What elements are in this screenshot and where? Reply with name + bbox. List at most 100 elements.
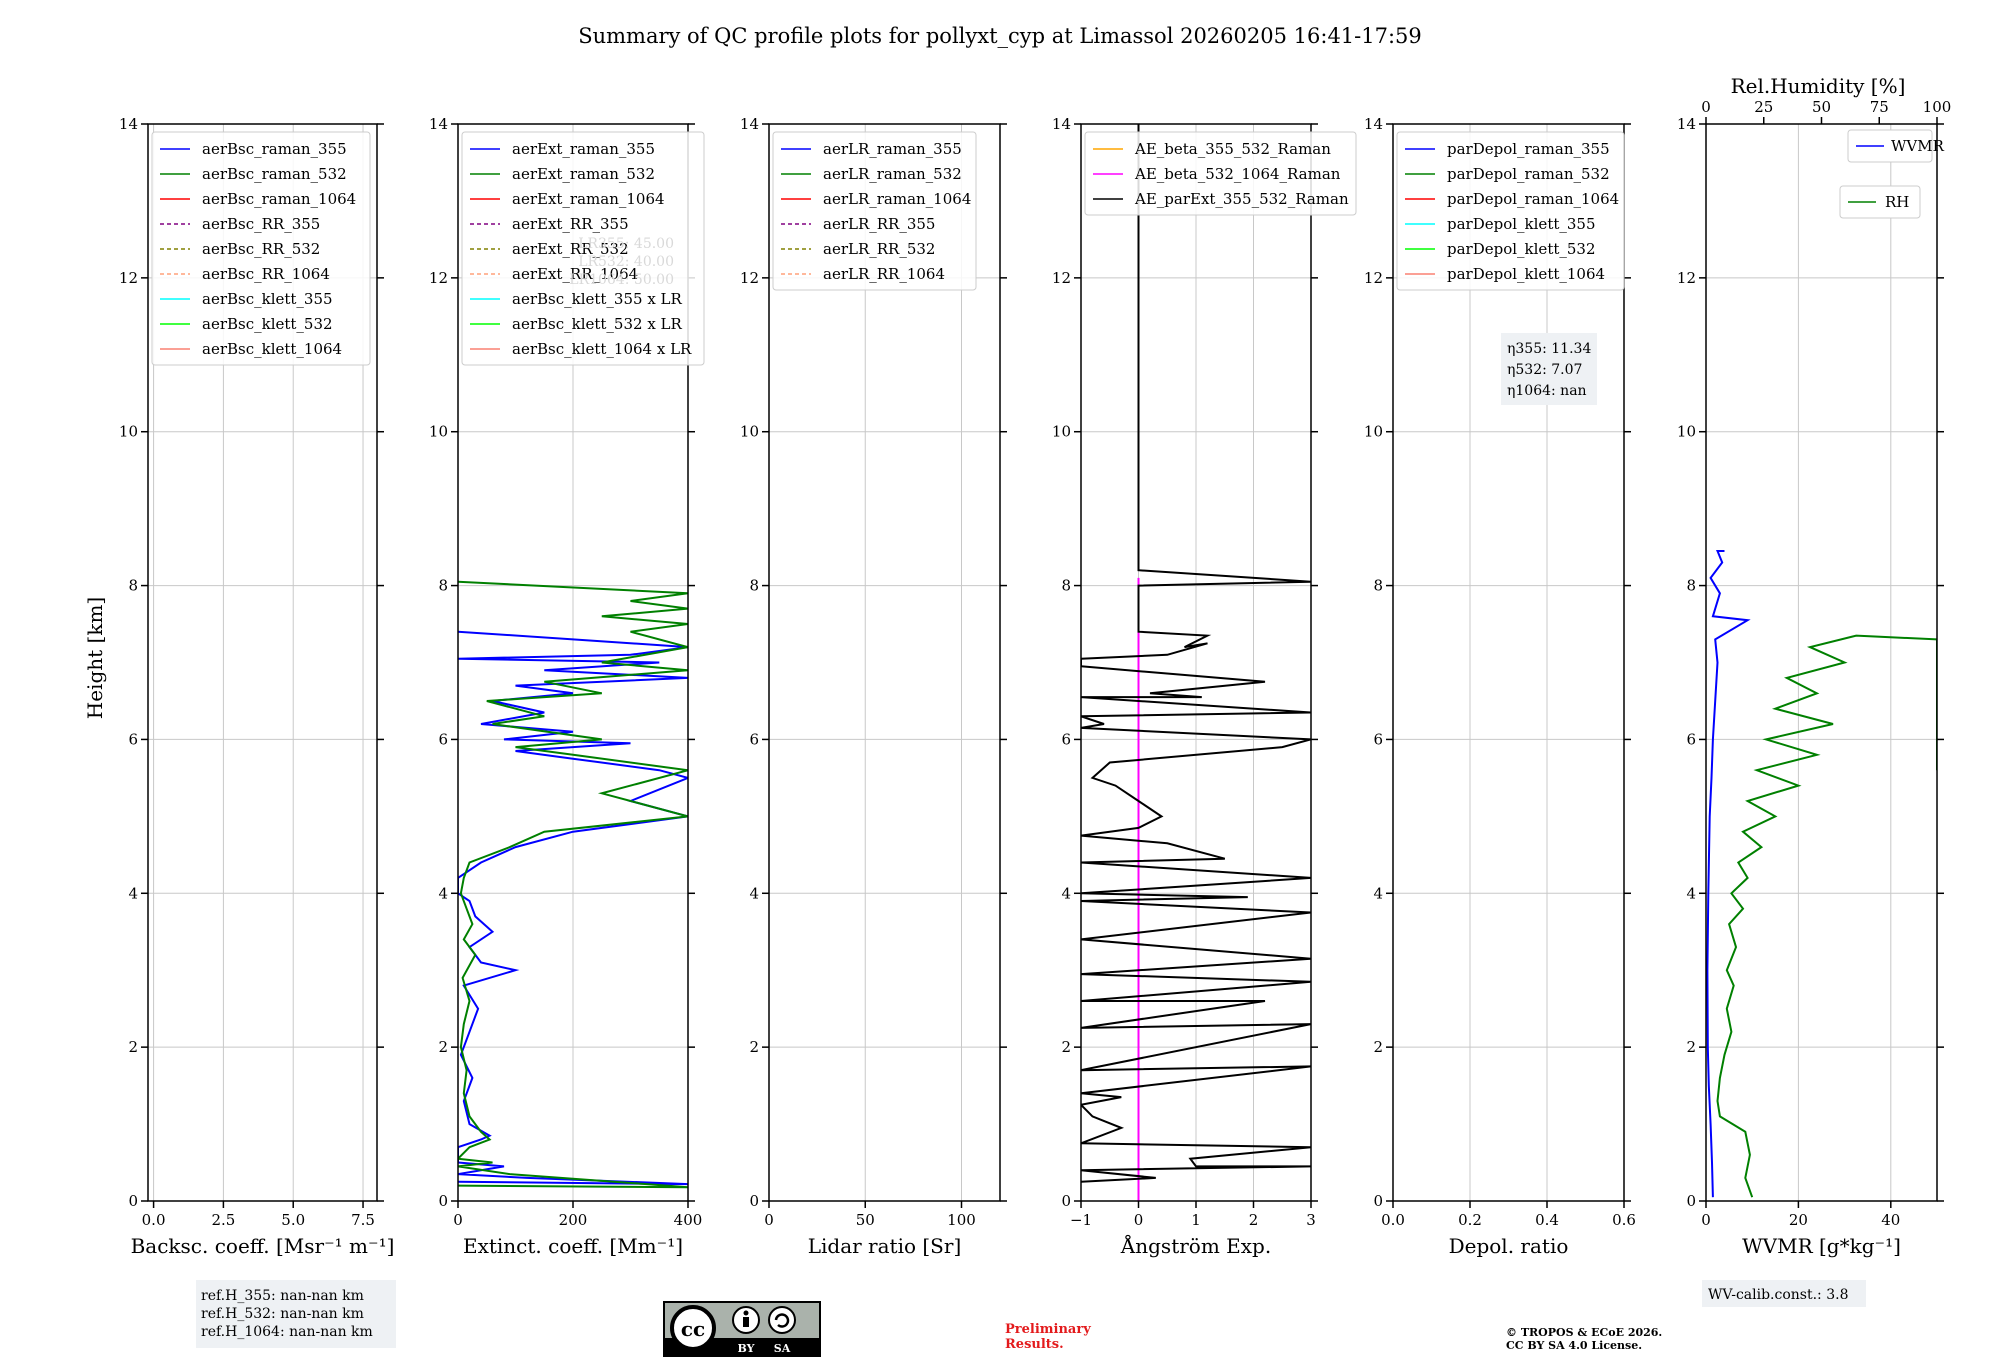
ytick-label-bsc-7: 14 xyxy=(119,115,138,133)
frame-lr xyxy=(768,123,1001,1202)
ytick-label-lr-4: 8 xyxy=(749,577,759,595)
ytick-label-bsc-3: 6 xyxy=(128,730,138,748)
eta-line-0: η355: 11.34 xyxy=(1507,341,1591,357)
ytick-label-bsc-6: 12 xyxy=(119,269,138,287)
legend-label-bsc-6: aerBsc_klett_355 xyxy=(202,290,333,308)
ytick-label-wv-5: 10 xyxy=(1677,423,1696,441)
legend-label-bsc-7: aerBsc_klett_532 xyxy=(202,315,333,333)
legend-box-rh xyxy=(1839,185,1921,219)
lr-annotation-0: LR355: 45.00 xyxy=(578,236,674,252)
ytick-label-wv-1: 2 xyxy=(1686,1038,1696,1056)
xtick-label-ext-0: 0 xyxy=(453,1211,463,1229)
eta-line-2: η1064: nan xyxy=(1507,383,1587,399)
legend-label-ext-3: aerExt_RR_355 xyxy=(512,215,629,233)
ytick-label-lr-2: 4 xyxy=(749,884,759,902)
xtick-label-bsc-0: 0.0 xyxy=(142,1211,166,1229)
ytick-label-bsc-0: 0 xyxy=(128,1192,138,1210)
series-line-ae-1 xyxy=(1081,124,1311,1183)
legend-label-lr-5: aerLR_RR_1064 xyxy=(823,265,945,283)
ytick-label-ae-7: 14 xyxy=(1052,115,1071,133)
legend-label-depol-1: parDepol_raman_532 xyxy=(1447,165,1610,183)
xtick-label-bsc-3: 7.5 xyxy=(351,1211,375,1229)
xlabel-wv: WVMR [g*kg⁻¹] xyxy=(1742,1234,1901,1258)
frame-depol xyxy=(1392,123,1625,1202)
ytick-label-ae-6: 12 xyxy=(1052,269,1071,287)
lr-annotation-1: LR532: 40.00 xyxy=(578,254,674,270)
ref-h-1064: ref.H_1064: nan-nan km xyxy=(201,1324,373,1340)
legend-label-ext-8: aerBsc_klett_1064 x LR xyxy=(512,340,692,358)
legend-label-lr-4: aerLR_RR_532 xyxy=(823,240,935,258)
frame-wv xyxy=(1705,123,1938,1202)
legend-label-ae-1: AE_beta_532_1064_Raman xyxy=(1134,165,1341,183)
ytick-label-bsc-5: 10 xyxy=(119,423,138,441)
ytick-label-ext-2: 4 xyxy=(438,884,448,902)
ytick-label-bsc-1: 2 xyxy=(128,1038,138,1056)
frame-bsc xyxy=(147,123,378,1202)
badge-by: BY xyxy=(738,1342,755,1355)
legend-label-ae-0: AE_beta_355_532_Raman xyxy=(1134,140,1331,158)
legend-box-lr xyxy=(772,131,977,291)
preliminary-line2: Results. xyxy=(1005,1337,1064,1352)
ytick-label-depol-1: 2 xyxy=(1373,1038,1383,1056)
xlabel-ext: Extinct. coeff. [Mm⁻¹] xyxy=(463,1234,683,1258)
ytick-label-depol-4: 8 xyxy=(1373,577,1383,595)
ytick-label-depol-7: 14 xyxy=(1364,115,1383,133)
legend-box-depol xyxy=(1396,131,1625,291)
xtick-label-depol-2: 0.4 xyxy=(1535,1211,1559,1229)
legend-label-depol-0: parDepol_raman_355 xyxy=(1447,140,1610,158)
ytick-label-lr-5: 10 xyxy=(740,423,759,441)
panel-bsc: 0 2 4 6 8 10 12 14 0.0 2.5 5.0 7.5 Backsc. coeff. [M… xyxy=(119,115,394,1258)
cc-license-badge: cc BY SA xyxy=(663,1301,821,1357)
legend-box-ae xyxy=(1084,131,1357,216)
ytick-label-bsc-4: 8 xyxy=(128,577,138,595)
figure-title: Summary of QC profile plots for pollyxt_… xyxy=(578,24,1422,48)
ytick-label-wv-6: 12 xyxy=(1677,269,1696,287)
xtick-label-depol-0: 0.0 xyxy=(1381,1211,1405,1229)
xlabel-depol: Depol. ratio xyxy=(1449,1234,1569,1258)
ytick-label-ae-0: 0 xyxy=(1061,1192,1071,1210)
legend-label-rh: RH xyxy=(1885,193,1909,211)
legend-label-ext-4: aerExt_RR_532 xyxy=(512,240,629,258)
eta-box xyxy=(1501,333,1597,405)
wv-calib-text: WV-calib.const.: 3.8 xyxy=(1708,1287,1848,1303)
xtick-label-ext-2: 400 xyxy=(674,1211,703,1229)
legend-label-ext-2: aerExt_raman_1064 xyxy=(512,190,665,208)
ytick-label-wv-0: 0 xyxy=(1686,1192,1696,1210)
legend-label-ext-0: aerExt_raman_355 xyxy=(512,140,655,158)
panel-lr: 0 2 4 6 8 10 12 14 0 50 100 Lidar ratio [Sr] aerLR_r… xyxy=(740,115,1007,1258)
ytick-label-ext-6: 12 xyxy=(429,269,448,287)
ytick-label-depol-6: 12 xyxy=(1364,269,1383,287)
series-line-wv-1 xyxy=(1716,634,1937,1198)
rh-tick-label-3: 75 xyxy=(1870,98,1889,116)
legend-label-depol-4: parDepol_klett_532 xyxy=(1447,240,1596,258)
rh-tick-label-0: 0 xyxy=(1701,98,1711,116)
legend-label-bsc-0: aerBsc_raman_355 xyxy=(202,140,347,158)
legend-label-lr-2: aerLR_raman_1064 xyxy=(823,190,971,208)
ytick-label-depol-5: 10 xyxy=(1364,423,1383,441)
ref-h-532: ref.H_532: nan-nan km xyxy=(201,1306,364,1322)
ytick-label-lr-3: 6 xyxy=(749,730,759,748)
legend-label-ae-2: AE_parExt_355_532_Raman xyxy=(1134,190,1349,208)
legend-box-ext xyxy=(461,131,705,366)
ref-h-355: ref.H_355: nan-nan km xyxy=(201,1288,364,1304)
ytick-label-lr-1: 2 xyxy=(749,1038,759,1056)
y-axis-label: Height [km] xyxy=(83,597,107,719)
legend-label-ext-5: aerExt_RR_1064 xyxy=(512,265,638,283)
ytick-label-ae-1: 2 xyxy=(1061,1038,1071,1056)
legend-label-lr-1: aerLR_raman_532 xyxy=(823,165,962,183)
legend-label-bsc-1: aerBsc_raman_532 xyxy=(202,165,347,183)
legend-label-depol-5: parDepol_klett_1064 xyxy=(1447,265,1605,283)
legend-label-ext-1: aerExt_raman_532 xyxy=(512,165,655,183)
xtick-label-ae-0: −1 xyxy=(1070,1211,1092,1229)
cc-mark: cc xyxy=(681,1317,705,1341)
ytick-label-depol-3: 6 xyxy=(1373,730,1383,748)
legend-label-bsc-3: aerBsc_RR_355 xyxy=(202,215,320,233)
ytick-label-ext-3: 6 xyxy=(438,730,448,748)
rh-tick-label-1: 25 xyxy=(1754,98,1773,116)
legend-label-ext-6: aerBsc_klett_355 x LR xyxy=(512,290,683,308)
xtick-label-wv-2: 40 xyxy=(1881,1211,1900,1229)
panel-depol: 0 2 4 6 8 10 12 14 0.0 0.2 0.4 0.6 Depol. ratio parDe… xyxy=(1364,115,1636,1258)
ytick-label-ext-1: 2 xyxy=(438,1038,448,1056)
